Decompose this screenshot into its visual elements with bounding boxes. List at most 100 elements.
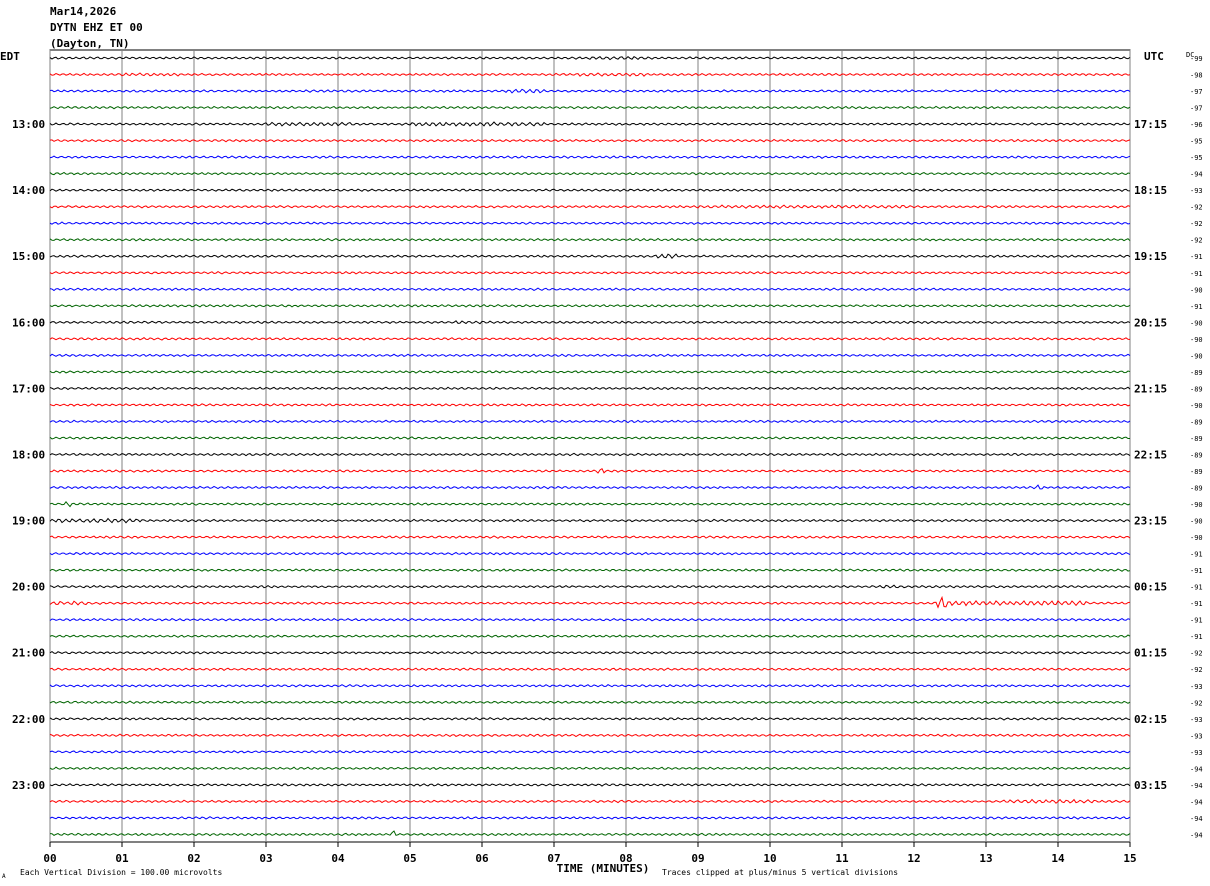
seismic-trace [49, 634, 1131, 639]
dc-offset-value: -93 [1190, 187, 1203, 195]
seismic-trace [49, 551, 1131, 556]
seismic-trace [49, 138, 1131, 143]
seismic-trace [49, 700, 1131, 705]
seismic-trace [49, 683, 1131, 688]
edt-hour-label: 23:00 [12, 779, 45, 792]
seismic-trace [49, 204, 1131, 209]
dc-offset-value: -89 [1190, 468, 1203, 476]
row-labels: -99 -98 -97 -97 13:00 17:15 -96 -95 -95 -94 14:00 1… [12, 55, 1203, 839]
seismic-trace [49, 320, 1131, 325]
x-tick-label: 06 [475, 852, 489, 865]
dc-offset-value: -93 [1190, 716, 1203, 724]
dc-offset-value: -97 [1190, 88, 1203, 96]
dc-offset-value: -91 [1190, 584, 1203, 592]
seismic-trace [49, 617, 1131, 622]
seismic-trace [49, 750, 1131, 754]
dc-offset-value: -91 [1190, 303, 1203, 311]
dc-offset-value: -92 [1190, 699, 1203, 707]
seismic-trace [49, 667, 1131, 672]
dc-offset-value: -91 [1190, 551, 1203, 559]
seismic-trace [49, 155, 1131, 159]
corner-mark: A [2, 873, 6, 880]
seismic-trace [49, 370, 1131, 374]
dc-offset-value: -89 [1190, 485, 1203, 493]
dc-offset-value: -90 [1190, 319, 1203, 327]
x-tick-label: 04 [331, 852, 345, 865]
seismic-trace [49, 568, 1131, 572]
edt-hour-label: 18:00 [12, 448, 45, 461]
dc-offset-value: -94 [1190, 815, 1203, 823]
seismic-trace [49, 452, 1131, 457]
dc-offset-value: -94 [1190, 782, 1203, 790]
seismic-trace [49, 766, 1131, 771]
seismic-trace [49, 467, 1131, 474]
edt-hour-label: 16:00 [12, 316, 45, 329]
seismic-trace [49, 88, 1131, 94]
seismic-trace [49, 783, 1131, 787]
dc-offset-value: -89 [1190, 418, 1203, 426]
x-tick-label: 14 [1051, 852, 1065, 865]
dc-offset-value: -99 [1190, 55, 1203, 63]
time-grid: 00 01 02 03 04 05 06 07 08 09 10 11 12 13 14 15 [43, 49, 1137, 865]
x-tick-label: 12 [907, 852, 920, 865]
utc-hour-label: 21:15 [1134, 382, 1167, 395]
utc-hour-label: 00:15 [1134, 581, 1167, 594]
x-tick-label: 01 [115, 852, 129, 865]
x-tick-label: 02 [187, 852, 200, 865]
dc-offset-value: -95 [1190, 138, 1203, 146]
x-tick-label: 10 [763, 852, 776, 865]
seismic-trace [49, 105, 1131, 110]
plot-frame [49, 49, 1131, 843]
dc-offset-value: -92 [1190, 220, 1203, 228]
dc-offset-value: -90 [1190, 402, 1203, 410]
utc-hour-label: 01:15 [1134, 647, 1167, 660]
utc-hour-label: 19:15 [1134, 250, 1167, 263]
x-tick-label: 13 [979, 852, 992, 865]
plot-date: Mar14,2026 [50, 5, 117, 18]
seismic-trace [49, 501, 1131, 508]
dc-offset-value: -91 [1190, 617, 1203, 625]
seismic-trace [49, 72, 1131, 77]
dc-offset-value: -94 [1190, 765, 1203, 773]
utc-hour-label: 20:15 [1134, 316, 1167, 329]
utc-hour-label: 18:15 [1134, 184, 1167, 197]
x-tick-label: 03 [259, 852, 272, 865]
dc-offset-value: -92 [1190, 650, 1203, 658]
seismic-trace [49, 121, 1131, 127]
utc-hour-label: 17:15 [1134, 118, 1167, 131]
dc-offset-value: -98 [1190, 72, 1203, 80]
x-tick-label: 07 [547, 852, 560, 865]
dc-offset-value: -90 [1190, 534, 1203, 542]
seismic-traces [49, 55, 1131, 837]
dc-offset-value: -96 [1190, 121, 1203, 129]
x-tick-label: 05 [403, 852, 416, 865]
seismic-trace [49, 816, 1131, 820]
seismic-trace [49, 436, 1131, 440]
edt-hour-label: 22:00 [12, 713, 45, 726]
utc-hour-label: 22:15 [1134, 448, 1167, 461]
seismic-trace [49, 270, 1131, 275]
dc-offset-value: -94 [1190, 831, 1203, 839]
dc-offset-value: -90 [1190, 501, 1203, 509]
dc-offset-value: -89 [1190, 369, 1203, 377]
dc-offset-value: -94 [1190, 171, 1203, 179]
seismic-trace [49, 733, 1131, 738]
edt-hour-label: 19:00 [12, 515, 45, 528]
dc-offset-value: -89 [1190, 385, 1203, 393]
dc-offset-value: -90 [1190, 352, 1203, 360]
dc-offset-value: -90 [1190, 518, 1203, 526]
x-tick-label: 11 [835, 852, 849, 865]
seismic-trace [49, 253, 1131, 260]
dc-offset-value: -92 [1190, 204, 1203, 212]
left-timezone-label: EDT [0, 50, 20, 63]
seismic-trace [49, 484, 1131, 490]
right-timezone-label: UTC [1144, 50, 1164, 63]
seismic-trace [49, 830, 1131, 837]
seismic-trace [49, 535, 1131, 539]
seismic-trace [49, 221, 1131, 225]
utc-hour-label: 03:15 [1134, 779, 1167, 792]
seismic-trace [49, 419, 1131, 424]
vertical-scale-note: Each Vertical Division = 100.00 microvol… [20, 868, 222, 877]
dc-offset-value: -90 [1190, 336, 1203, 344]
